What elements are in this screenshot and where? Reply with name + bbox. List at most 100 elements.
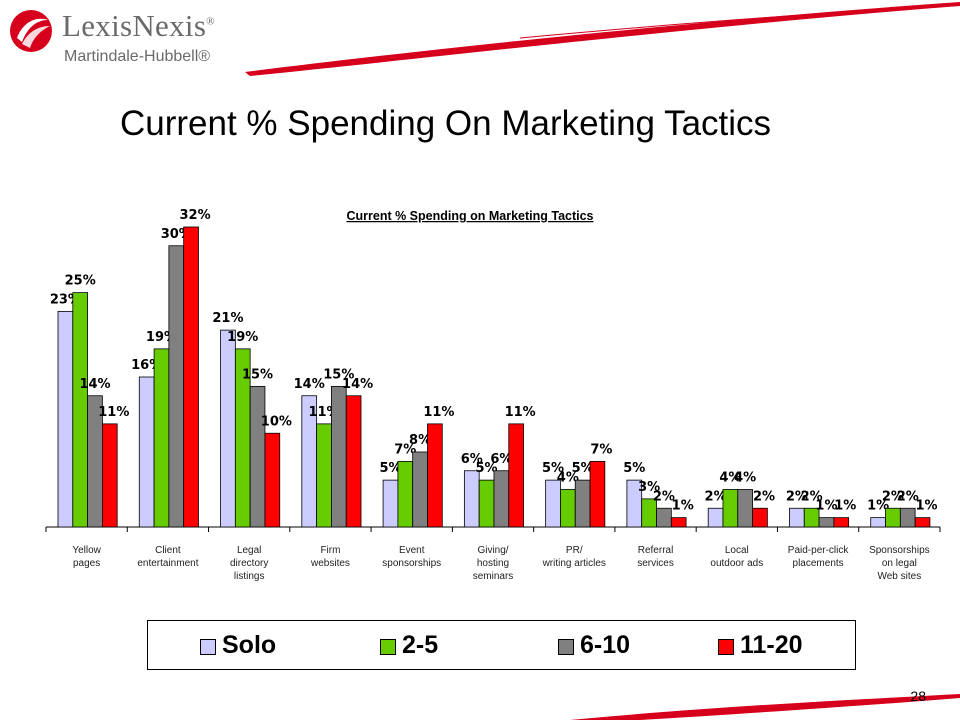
bar — [183, 226, 199, 528]
data-label: 14% — [342, 377, 373, 392]
data-label: 5% — [572, 461, 594, 476]
data-label: 14% — [294, 377, 325, 392]
legend-swatch — [558, 639, 574, 655]
bar — [72, 292, 89, 528]
data-label: 5% — [379, 461, 401, 476]
bar — [102, 423, 118, 528]
category-label: on legal — [882, 558, 917, 569]
bar — [331, 385, 347, 528]
category-label: Paid-per-click — [788, 545, 850, 556]
bar — [752, 507, 768, 528]
data-label: 6% — [490, 452, 512, 467]
bar — [670, 517, 687, 528]
data-label: 2% — [882, 489, 904, 504]
bar — [737, 489, 753, 528]
data-label: 7% — [394, 442, 416, 457]
bar — [382, 479, 399, 528]
subbrand-name: Martindale-Hubbell® — [64, 48, 211, 65]
bar — [412, 451, 428, 528]
data-label: 21% — [212, 311, 243, 326]
legend-swatch — [380, 639, 396, 655]
legend-swatch — [718, 639, 734, 655]
category-label: Web sites — [877, 571, 921, 582]
category-label: PR/ — [566, 545, 583, 556]
bar — [885, 507, 901, 528]
data-label: 3% — [638, 480, 660, 495]
bar — [789, 507, 805, 528]
bar — [427, 423, 443, 528]
category-label: hosting — [477, 558, 509, 569]
category-label: websites — [310, 558, 350, 569]
category-label: placements — [793, 558, 844, 569]
legend-label: 11-20 — [740, 631, 803, 659]
category-label: Referral — [638, 545, 674, 556]
data-label: 10% — [261, 414, 292, 429]
category-label: Legal — [237, 545, 261, 556]
data-label: 15% — [323, 367, 354, 382]
bar — [508, 423, 524, 528]
bar — [478, 479, 495, 528]
data-label: 1% — [834, 499, 856, 514]
category-label: writing articles — [542, 558, 606, 569]
bar — [249, 385, 266, 528]
category-label: directory — [230, 558, 268, 569]
data-label: 4% — [719, 471, 741, 486]
data-label: 6% — [461, 452, 483, 467]
data-label: 1% — [867, 499, 889, 514]
category-label: listings — [234, 571, 265, 582]
data-label: 2% — [705, 489, 727, 504]
bar — [870, 517, 886, 528]
category-label: Client — [155, 545, 181, 556]
category-label: Firm — [320, 545, 340, 556]
bar — [153, 348, 170, 528]
chart-legend: Solo 2-5 6-10 11-20 — [147, 620, 856, 670]
bar — [574, 479, 591, 528]
bar — [397, 460, 414, 528]
data-label: 14% — [79, 377, 110, 392]
bar-chart: Current % Spending on Marketing Tactics 2… — [45, 208, 941, 582]
category-label: Local — [725, 545, 749, 556]
bar — [138, 376, 155, 528]
category-label: Sponsorships — [869, 545, 930, 556]
bar — [345, 395, 362, 528]
data-label: 15% — [242, 367, 273, 382]
data-label: 4% — [734, 471, 756, 486]
category-label: Yellow — [72, 545, 101, 556]
brand-mark-icon — [10, 10, 52, 52]
data-label: 11% — [505, 405, 536, 420]
data-label: 2% — [897, 489, 919, 504]
data-label: 7% — [590, 442, 612, 457]
legend-label: Solo — [222, 631, 277, 659]
bar — [560, 489, 576, 528]
brand-name: LexisNexis® — [62, 8, 215, 43]
bar — [168, 245, 185, 528]
chart-title: Current % Spending on Marketing Tactics — [346, 209, 593, 223]
data-label: 2% — [786, 489, 808, 504]
page-title: Current % Spending On Marketing Tactics — [120, 104, 772, 143]
category-label: seminars — [473, 571, 514, 582]
legend-swatch — [200, 639, 216, 655]
category-label: sponsorships — [382, 558, 441, 569]
bar — [493, 470, 510, 528]
data-label: 5% — [623, 461, 645, 476]
data-label: 4% — [557, 471, 579, 486]
bar — [316, 423, 332, 528]
bar — [220, 329, 236, 528]
bar — [722, 489, 739, 528]
lexisnexis-logo: LexisNexis® Martindale-Hubbell® — [8, 6, 228, 76]
bar — [833, 517, 850, 528]
data-label: 2% — [653, 489, 675, 504]
category-label: entertainment — [137, 558, 198, 569]
bar — [463, 470, 480, 528]
data-label: 1% — [915, 499, 937, 514]
bar — [264, 432, 281, 528]
bar — [57, 310, 74, 528]
data-label: 2% — [753, 489, 775, 504]
category-label: services — [637, 558, 674, 569]
data-label: 11% — [98, 405, 129, 420]
category-label: Giving/ — [477, 545, 508, 556]
category-label: pages — [73, 558, 100, 569]
data-label: 5% — [476, 461, 498, 476]
data-label: 1% — [815, 499, 837, 514]
legend-label: 2-5 — [402, 631, 439, 659]
